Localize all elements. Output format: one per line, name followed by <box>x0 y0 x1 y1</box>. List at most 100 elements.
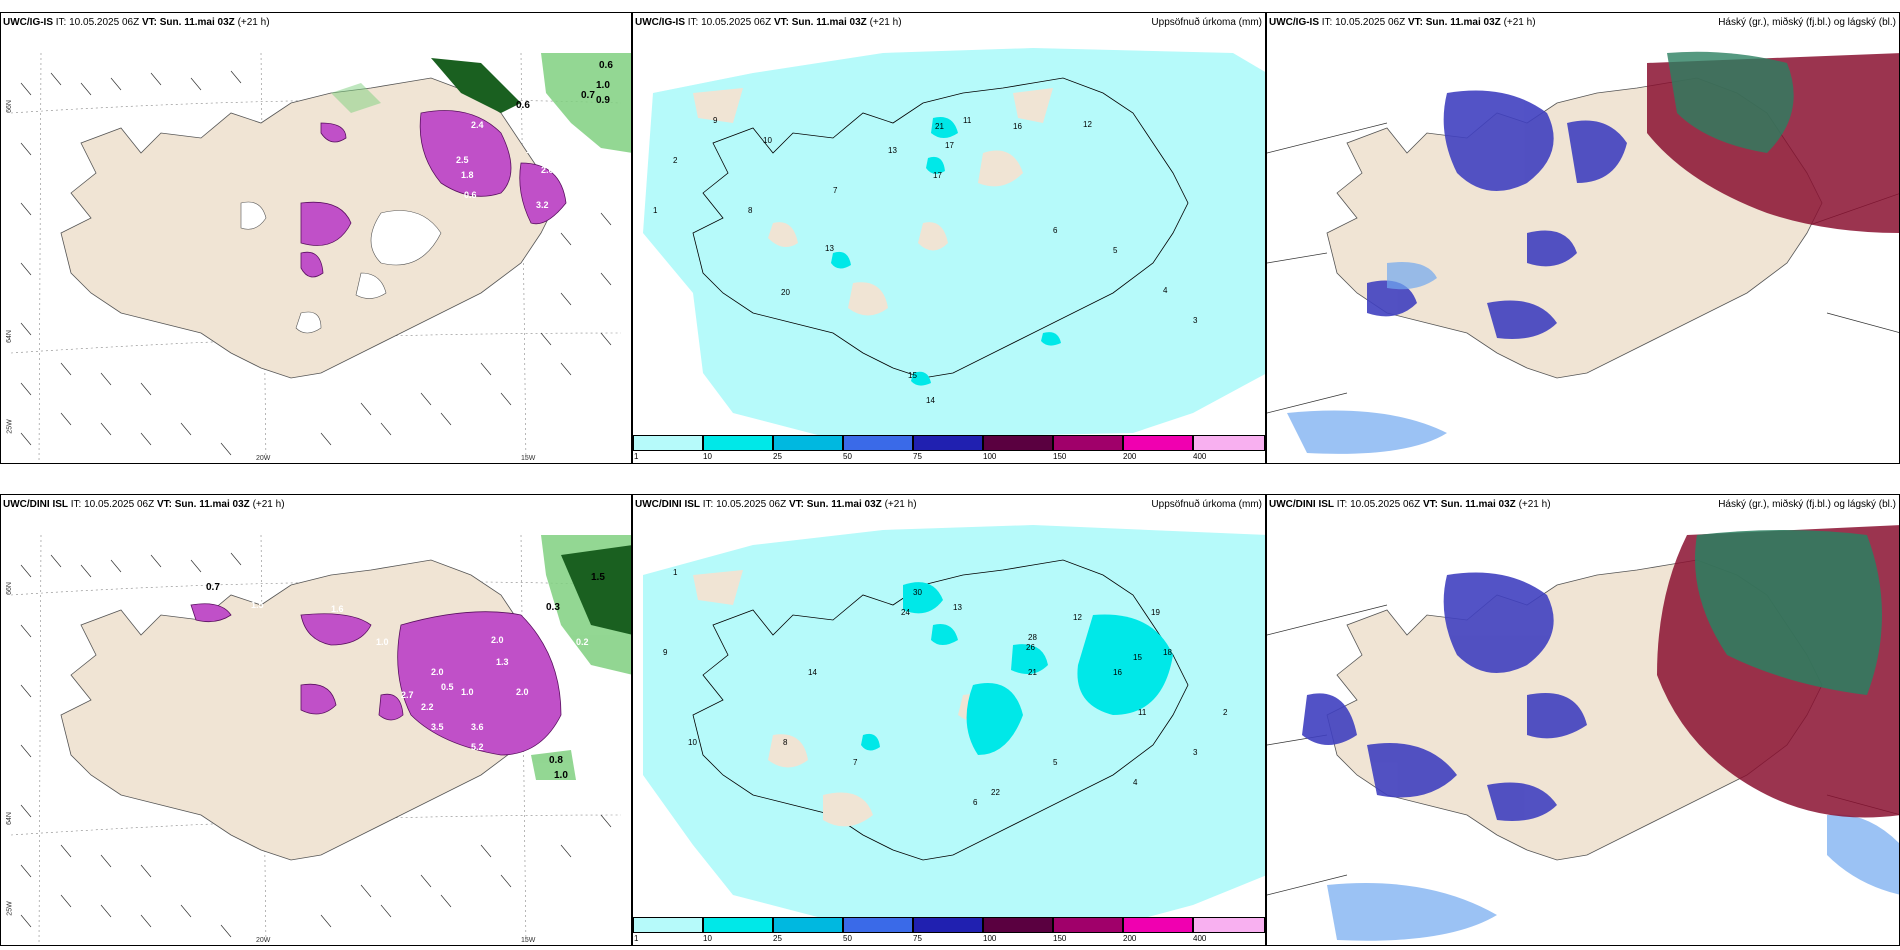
panel-dini-clouds: UWC/DINI ISL IT: 10.05.2025 06Z VT: Sun.… <box>1266 494 1900 946</box>
colorbar-label: 100 <box>983 452 997 461</box>
svg-text:6: 6 <box>973 798 978 807</box>
colorbar-swatch-7 <box>1053 435 1123 451</box>
colorbar-swatch-1 <box>633 435 703 451</box>
colorbar-label: 1 <box>634 452 639 461</box>
svg-text:21: 21 <box>1028 668 1037 677</box>
svg-text:1.5: 1.5 <box>591 572 605 583</box>
panel-title: Uppsöfnuð úrkoma (mm) <box>1151 17 1262 28</box>
panel-ig-is-precip: UWC/IG-IS IT: 10.05.2025 06Z VT: Sun. 11… <box>632 12 1266 464</box>
colorbar-swatch-9 <box>1193 917 1265 933</box>
svg-text:19: 19 <box>1151 608 1160 617</box>
panel-header: UWC/IG-IS IT: 10.05.2025 06Z VT: Sun. 11… <box>3 17 270 28</box>
panel-header: UWC/DINI ISL IT: 10.05.2025 06Z VT: Sun.… <box>635 499 917 510</box>
svg-text:26: 26 <box>1026 643 1035 652</box>
colorbar-swatch-4 <box>843 917 913 933</box>
svg-text:0.2: 0.2 <box>576 637 589 647</box>
svg-text:2.0: 2.0 <box>491 635 504 645</box>
svg-text:3: 3 <box>1193 748 1198 757</box>
lat-label-66n: 66N <box>5 582 13 595</box>
colorbar-label: 25 <box>773 452 782 461</box>
colorbar-swatch-2 <box>703 435 773 451</box>
svg-text:13: 13 <box>888 146 897 155</box>
colorbar-swatch-5 <box>913 435 983 451</box>
panel-header: UWC/DINI ISL IT: 10.05.2025 06Z VT: Sun.… <box>3 499 285 510</box>
svg-text:3.6: 3.6 <box>471 722 484 732</box>
lat-label-64n: 64N <box>5 330 13 343</box>
svg-text:18: 18 <box>1163 648 1172 657</box>
cloud-map <box>1267 515 1899 945</box>
panel-dini-precip: UWC/DINI ISL IT: 10.05.2025 06Z VT: Sun.… <box>632 494 1266 946</box>
svg-text:12: 12 <box>1083 120 1092 129</box>
svg-text:13: 13 <box>953 603 962 612</box>
svg-text:1.5: 1.5 <box>526 145 539 155</box>
svg-text:4: 4 <box>1163 286 1168 295</box>
lat-label-66n: 66N <box>5 100 13 113</box>
svg-text:5.2: 5.2 <box>471 742 484 752</box>
panel-header: UWC/DINI ISL IT: 10.05.2025 06Z VT: Sun.… <box>1269 499 1551 510</box>
wind-barbs <box>20 70 612 456</box>
precip-map: 21 17 17 13 13 16 20 15 14 12 11 10 9 8 … <box>633 33 1265 439</box>
svg-text:1.8: 1.8 <box>461 170 474 180</box>
colorbar-swatch-6 <box>983 435 1053 451</box>
svg-text:1.5: 1.5 <box>251 600 264 610</box>
svg-text:1: 1 <box>653 206 658 215</box>
lon-label-15w: 15W <box>521 455 536 462</box>
svg-text:14: 14 <box>808 668 817 677</box>
precip-mid-area <box>831 117 1061 386</box>
svg-text:7: 7 <box>853 758 858 767</box>
svg-text:21: 21 <box>935 122 944 131</box>
panel-ig-is-clouds: UWC/IG-IS IT: 10.05.2025 06Z VT: Sun. 11… <box>1266 12 1900 464</box>
colorbar-swatch-8 <box>1123 917 1193 933</box>
svg-text:2.4: 2.4 <box>471 120 484 130</box>
lon-label-25w: 25W <box>6 901 14 916</box>
svg-text:1: 1 <box>673 568 678 577</box>
svg-text:4: 4 <box>1133 778 1138 787</box>
colorbar-swatch-8 <box>1123 435 1193 451</box>
low-cloud <box>1367 90 1627 339</box>
panel-ig-is-snow: UWC/IG-IS IT: 10.05.2025 06Z VT: Sun. 11… <box>0 12 632 464</box>
dark-green-area <box>431 58 521 113</box>
colorbar: 1 10 25 50 75 100 150 200 400 <box>633 917 1265 943</box>
snow-values-bottom: 1.5 0.7 1.6 1.0 2.0 1.3 2.0 1.0 2.0 2.2 … <box>206 572 605 781</box>
colorbar-label: 1 <box>634 934 639 943</box>
svg-text:0.6: 0.6 <box>516 100 530 111</box>
high-cloud-green <box>1667 51 1794 153</box>
svg-text:2.2: 2.2 <box>421 702 434 712</box>
lon-label-25w: 25W <box>6 419 14 434</box>
svg-text:14: 14 <box>926 396 935 405</box>
svg-text:0.5: 0.5 <box>441 682 454 692</box>
cloud-map <box>1267 33 1899 463</box>
precip-map: 30 24 26 28 22 21 19 18 16 15 14 13 12 1… <box>633 515 1265 921</box>
precip-values-top: 21 17 17 13 13 16 20 15 14 12 11 10 9 8 … <box>653 116 1198 405</box>
svg-text:17: 17 <box>933 171 942 180</box>
panel-title: Uppsöfnuð úrkoma (mm) <box>1151 499 1262 510</box>
colorbar-label: 150 <box>1053 452 1067 461</box>
svg-text:2.0: 2.0 <box>516 687 529 697</box>
svg-text:28: 28 <box>1028 633 1037 642</box>
colorbar-swatch-9 <box>1193 435 1265 451</box>
svg-text:9: 9 <box>713 116 718 125</box>
svg-text:13: 13 <box>825 244 834 253</box>
svg-text:3: 3 <box>1193 316 1198 325</box>
svg-text:15: 15 <box>1133 653 1142 662</box>
colorbar-swatch-2 <box>703 917 773 933</box>
svg-text:30: 30 <box>913 588 922 597</box>
svg-text:1.0: 1.0 <box>376 637 389 647</box>
svg-text:1.6: 1.6 <box>331 604 344 614</box>
lon-label-20w: 20W <box>256 455 271 462</box>
svg-text:7: 7 <box>833 186 838 195</box>
colorbar-swatch-4 <box>843 435 913 451</box>
svg-text:10: 10 <box>688 738 697 747</box>
panel-title: Háský (gr.), miðský (fj.bl.) og lágský (… <box>1718 499 1896 510</box>
svg-text:22: 22 <box>991 788 1000 797</box>
svg-text:1.0: 1.0 <box>596 80 610 91</box>
snow-values-top: 2.4 2.5 1.8 0.6 1.5 2.0 3.2 0.7 0.6 1.0 … <box>456 60 613 210</box>
colorbar-swatch-1 <box>633 917 703 933</box>
snow-purple <box>300 110 567 278</box>
glacier-holes <box>240 201 442 334</box>
svg-text:5: 5 <box>1113 246 1118 255</box>
svg-text:1.0: 1.0 <box>461 687 474 697</box>
colorbar-label: 50 <box>843 452 852 461</box>
svg-text:0.7: 0.7 <box>206 582 220 593</box>
svg-text:0.6: 0.6 <box>599 60 613 71</box>
